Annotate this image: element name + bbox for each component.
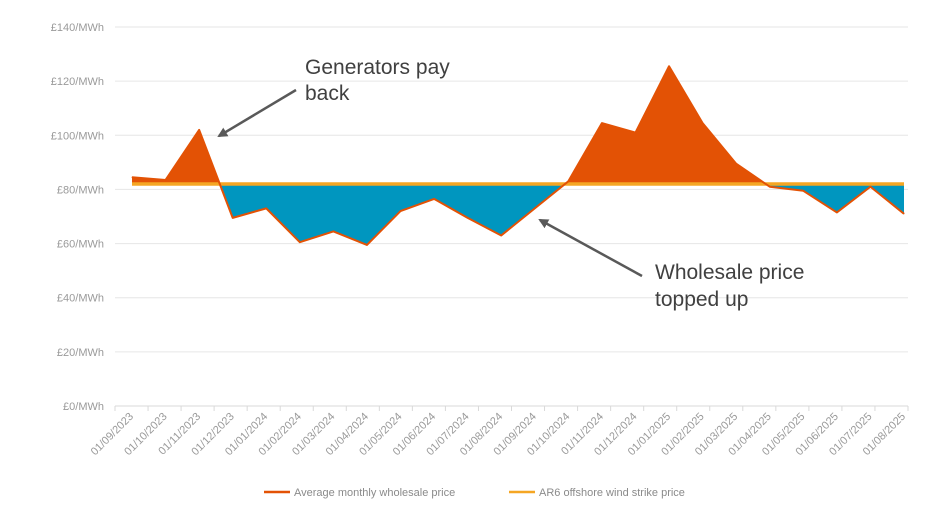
wholesale-price-point [467, 217, 469, 219]
wholesale-price-point [601, 122, 603, 124]
wholesale-price-point [634, 132, 636, 134]
wholesale-price-point [903, 213, 905, 215]
y-tick-label: £120/MWh [51, 76, 104, 88]
legend: Average monthly wholesale price AR6 offsh… [264, 487, 685, 499]
wholesale-price-point [433, 198, 435, 200]
y-tick-label: £140/MWh [51, 22, 104, 34]
y-axis-tick-labels: £0/MWh £20/MWh £40/MWh £60/MWh £80/MWh £100/M… [51, 22, 104, 413]
fill-wholesale-topped-up [219, 184, 565, 245]
wholesale-price-point [332, 230, 334, 232]
wholesale-price-point [131, 176, 133, 178]
difference-fills [132, 66, 904, 245]
wholesale-price-point [769, 186, 771, 188]
y-tick-label: £20/MWh [57, 347, 104, 359]
annotations: Generators pay back Wholesale price topped … [217, 56, 804, 311]
wholesale-price-point [802, 190, 804, 192]
wholesale-price-point [702, 122, 704, 124]
legend-label-wholesale: Average monthly wholesale price [294, 487, 455, 499]
fill-generators-pay-back [132, 129, 220, 185]
y-tick-label: £0/MWh [63, 401, 104, 413]
wholesale-price-point [299, 241, 301, 243]
annotation-arrow [217, 88, 297, 138]
wholesale-price-line [131, 65, 905, 246]
y-tick-label: £80/MWh [57, 184, 104, 196]
wholesale-price-point [567, 180, 569, 182]
wholesale-price-point [836, 211, 838, 213]
wholesale-price-point [668, 65, 670, 67]
wholesale-price-point [198, 129, 200, 131]
wholesale-price-point [265, 207, 267, 209]
wholesale-price-point [366, 244, 368, 246]
wholesale-price-point [869, 186, 871, 188]
annotation-wholesale-topped-up: topped up [655, 288, 748, 311]
wholesale-price-point [232, 217, 234, 219]
wholesale-price-point [400, 210, 402, 212]
annotation-generators-pay-back: Generators pay [305, 56, 450, 79]
y-tick-label: £100/MWh [51, 130, 104, 142]
fill-wholesale-topped-up [765, 184, 904, 214]
annotation-arrow [538, 218, 643, 278]
wholesale-price-point [735, 163, 737, 165]
wholesale-price-point [165, 179, 167, 181]
annotation-wholesale-topped-up: Wholesale price [655, 261, 804, 284]
annotation-generators-pay-back: back [305, 82, 350, 105]
legend-label-strike: AR6 offshore wind strike price [539, 487, 685, 499]
y-tick-label: £40/MWh [57, 293, 104, 305]
y-tick-label: £60/MWh [57, 239, 104, 251]
x-axis-tick-labels: 01/09/202301/10/202301/11/202301/12/2023… [89, 411, 908, 458]
wholesale-price-point [534, 207, 536, 209]
wholesale-price-point [500, 234, 502, 236]
fill-generators-pay-back [564, 66, 766, 185]
series-lines [131, 65, 905, 246]
